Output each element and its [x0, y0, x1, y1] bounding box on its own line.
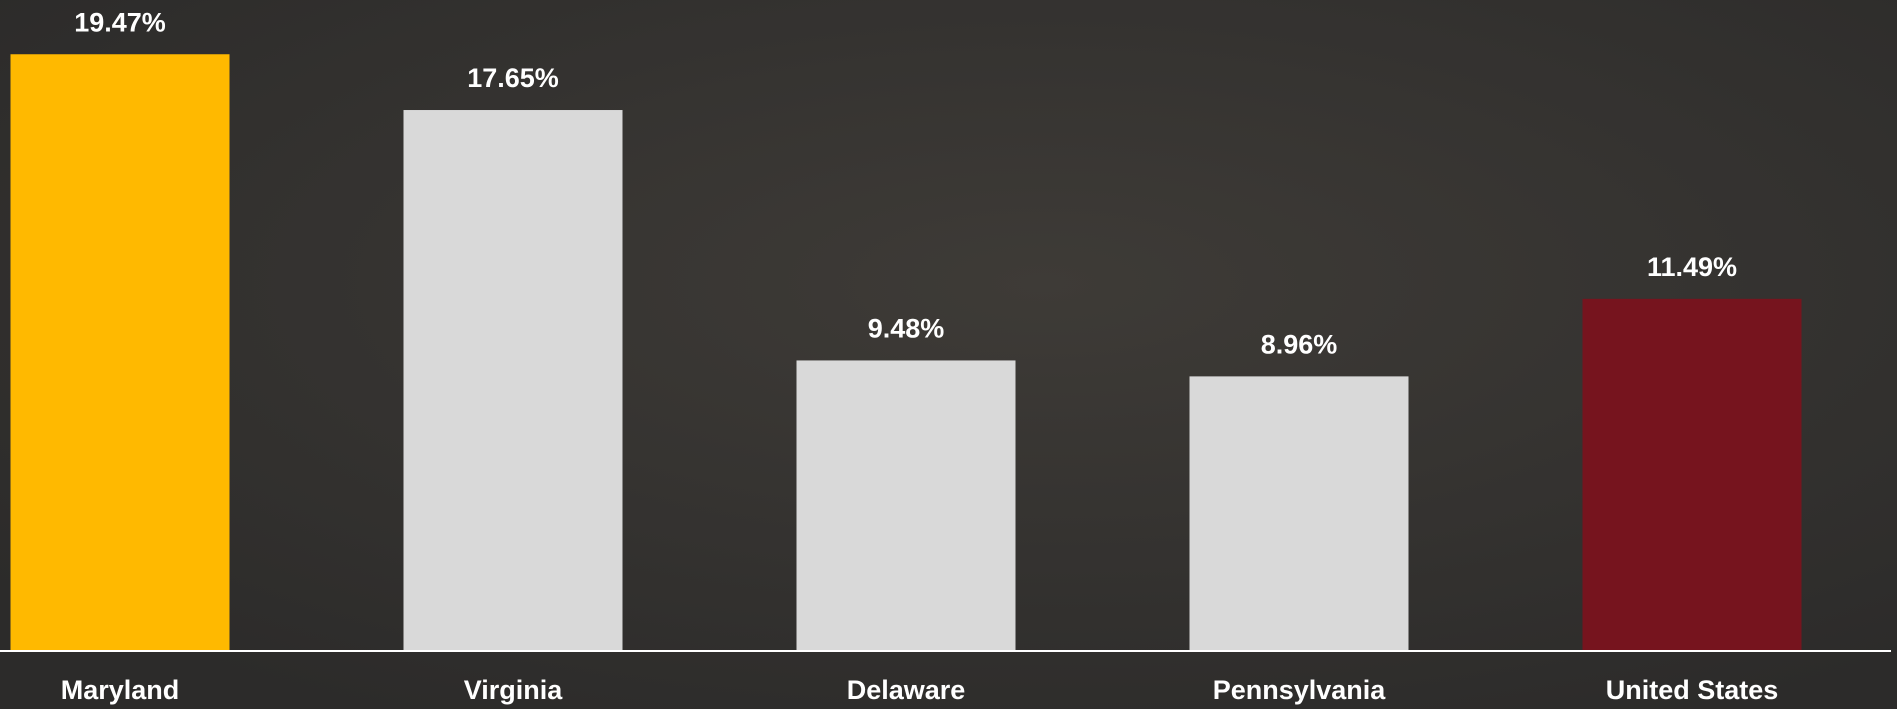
- x-tick-label: Maryland: [61, 675, 180, 705]
- x-tick-label: Delaware: [847, 675, 966, 705]
- x-tick-label: Pennsylvania: [1213, 675, 1387, 705]
- value-label: 8.96%: [1261, 330, 1338, 360]
- value-label: 11.49%: [1647, 252, 1737, 282]
- bar: [11, 54, 230, 651]
- page: {"chart_data": {"type": "bar", "categori…: [0, 0, 1897, 709]
- chart: 19.47% Maryland 17.65% Virginia 9.48% Delawar…: [0, 0, 1897, 709]
- value-label: 17.65%: [467, 63, 559, 93]
- x-tick-label: Virginia: [464, 675, 564, 705]
- value-label: 19.47%: [74, 7, 166, 37]
- bar: [1190, 376, 1409, 651]
- bar: [1583, 299, 1802, 651]
- bar: [404, 110, 623, 651]
- value-label: 9.48%: [868, 314, 945, 344]
- x-tick-label: United States: [1606, 675, 1779, 705]
- bar: [797, 360, 1016, 651]
